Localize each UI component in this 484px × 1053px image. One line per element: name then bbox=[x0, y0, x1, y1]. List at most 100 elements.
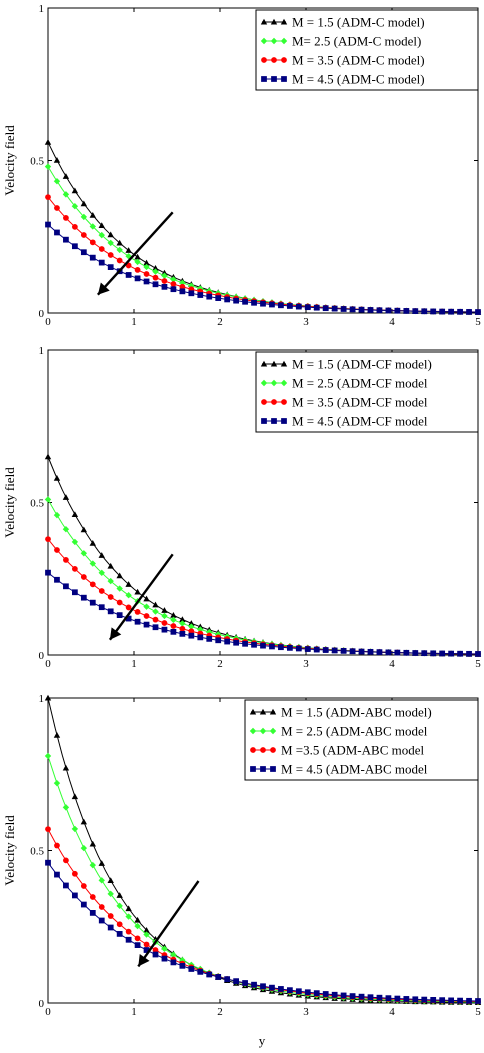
data-point bbox=[107, 890, 114, 898]
data-point bbox=[430, 997, 437, 1003]
data-point bbox=[143, 613, 150, 619]
legend-swatch-marker bbox=[280, 18, 288, 25]
data-point bbox=[107, 231, 114, 238]
data-point bbox=[44, 694, 52, 701]
data-point bbox=[53, 475, 61, 481]
data-point bbox=[71, 243, 78, 250]
data-point bbox=[143, 931, 150, 938]
legend-entry: M = 4.5 (ADM-C model) bbox=[292, 72, 425, 87]
data-point bbox=[322, 647, 329, 653]
legend-swatch-marker bbox=[261, 76, 267, 82]
data-point bbox=[107, 924, 114, 931]
data-point bbox=[385, 307, 392, 314]
data-point bbox=[80, 550, 88, 557]
data-point bbox=[233, 639, 240, 646]
legend-entry: M = 4.5 (ADM-ABC model bbox=[281, 762, 428, 777]
data-point bbox=[331, 991, 338, 998]
data-point bbox=[89, 581, 96, 588]
data-point bbox=[116, 931, 123, 937]
data-point bbox=[98, 860, 105, 866]
data-point bbox=[134, 275, 141, 282]
data-point bbox=[179, 956, 186, 964]
legend-swatch-marker bbox=[280, 360, 288, 367]
data-point bbox=[475, 309, 481, 315]
data-point bbox=[457, 997, 463, 1004]
data-point bbox=[45, 826, 51, 833]
legend-swatch-marker bbox=[249, 708, 257, 715]
y-tick-label: 0 bbox=[39, 308, 45, 320]
data-point bbox=[54, 547, 60, 553]
data-point bbox=[260, 642, 266, 649]
data-point bbox=[62, 173, 70, 179]
data-point bbox=[152, 616, 159, 623]
data-point bbox=[206, 971, 213, 978]
legend-swatch-marker bbox=[249, 727, 257, 735]
legend-swatch-marker bbox=[280, 379, 288, 387]
legend-swatch-marker bbox=[261, 418, 267, 424]
data-point bbox=[421, 308, 428, 315]
data-point bbox=[71, 187, 79, 194]
data-point bbox=[251, 981, 257, 988]
data-point bbox=[143, 621, 150, 628]
data-point bbox=[98, 604, 105, 611]
data-point bbox=[62, 804, 70, 811]
x-tick-label: 2 bbox=[217, 1006, 223, 1018]
data-point bbox=[53, 157, 61, 163]
data-point bbox=[89, 894, 96, 900]
data-point bbox=[143, 603, 150, 610]
data-point bbox=[331, 305, 338, 312]
panel-adm-c: 0 1 2 3 4 5 0 0.5 1 Velocity field M = 1.5 (ADM-C … bbox=[2, 3, 481, 328]
data-point bbox=[188, 628, 195, 635]
trend-arrow-shaft bbox=[137, 880, 200, 968]
data-point bbox=[269, 984, 275, 991]
data-point bbox=[89, 540, 96, 546]
data-point bbox=[188, 966, 195, 972]
data-point bbox=[134, 258, 141, 266]
data-point bbox=[125, 247, 132, 253]
x-tick-label: 2 bbox=[217, 658, 223, 670]
data-point bbox=[376, 307, 383, 314]
data-point bbox=[53, 779, 61, 787]
legend-swatch-marker bbox=[281, 399, 287, 405]
trend-arrow-shaft bbox=[108, 553, 174, 641]
data-point bbox=[116, 239, 123, 246]
legend-swatch-marker bbox=[260, 766, 266, 772]
data-point bbox=[44, 139, 52, 145]
data-point bbox=[116, 612, 123, 618]
data-point bbox=[125, 272, 132, 278]
legend-swatch-marker bbox=[259, 727, 267, 735]
data-point bbox=[457, 650, 463, 657]
legend-swatch-marker bbox=[281, 57, 287, 63]
data-point bbox=[403, 996, 410, 1002]
data-point bbox=[89, 211, 96, 218]
data-point bbox=[63, 857, 69, 864]
data-point bbox=[116, 585, 123, 592]
legend-swatch-marker bbox=[271, 418, 277, 424]
data-point bbox=[233, 297, 240, 304]
data-point bbox=[45, 194, 51, 200]
data-point bbox=[53, 178, 61, 185]
legend-swatch-marker bbox=[271, 76, 277, 82]
data-point bbox=[475, 998, 481, 1004]
data-point bbox=[161, 620, 168, 626]
data-point bbox=[466, 309, 472, 315]
data-point bbox=[448, 997, 455, 1004]
y-tick-label: 0 bbox=[39, 998, 45, 1010]
series-line bbox=[47, 141, 479, 313]
data-point bbox=[89, 239, 96, 246]
data-point bbox=[143, 926, 150, 933]
data-point bbox=[349, 993, 356, 999]
data-point bbox=[116, 902, 123, 910]
data-point bbox=[376, 994, 383, 1001]
data-point bbox=[197, 634, 204, 641]
data-point bbox=[98, 246, 105, 252]
data-point bbox=[322, 991, 329, 997]
x-tick-label: 0 bbox=[45, 1006, 51, 1018]
data-point bbox=[385, 649, 392, 656]
data-point bbox=[89, 223, 96, 230]
data-point bbox=[304, 989, 311, 996]
x-tick-label: 5 bbox=[475, 658, 481, 670]
data-point bbox=[63, 215, 69, 221]
data-point bbox=[179, 283, 186, 290]
data-point bbox=[269, 301, 275, 308]
